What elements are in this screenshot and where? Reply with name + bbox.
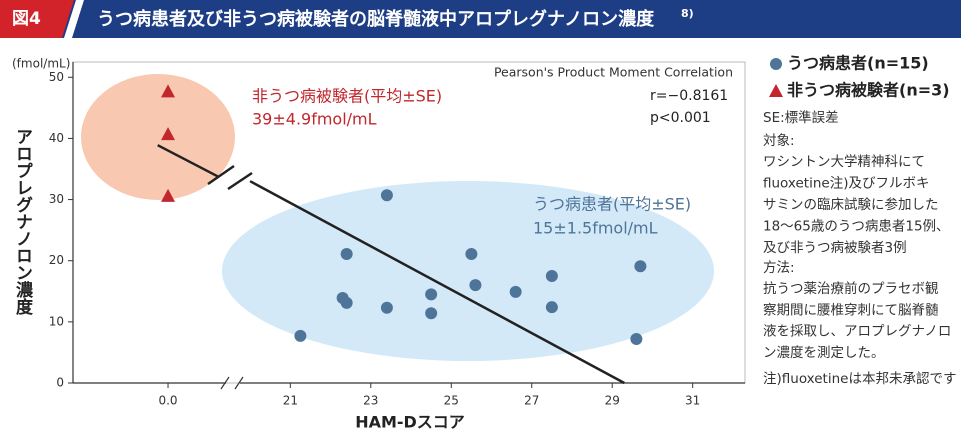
stats-p: p<0.001 bbox=[650, 110, 711, 126]
circle-point bbox=[634, 260, 647, 273]
y-axis-label: アロプレグナノロン濃度 bbox=[12, 128, 33, 316]
note-line: ン濃度を測定した。 bbox=[763, 345, 885, 361]
figure-label: 図4 bbox=[12, 9, 41, 29]
y-tick-label: 50 bbox=[49, 70, 64, 84]
circle-point bbox=[545, 270, 558, 282]
note-line: 抗うつ薬治療前のプラセボ観 bbox=[763, 280, 939, 297]
notes: ワシントン大学精神科にて fluoxetine注)及びフルボキサミンの臨床試験に参… bbox=[763, 154, 951, 361]
x-tick-label: 0.0 bbox=[158, 394, 177, 408]
legend-label: 非うつ病被験者(n=3) bbox=[787, 81, 950, 100]
note-subject-label: 対象: bbox=[763, 133, 795, 149]
y-tick-label: 20 bbox=[49, 253, 64, 267]
legend-label: うつ病患者(n=15) bbox=[787, 54, 929, 73]
annotation: 39±4.9fmol/mL bbox=[252, 110, 377, 129]
stats-r: r=−0.8161 bbox=[650, 88, 728, 104]
regression-line bbox=[157, 144, 625, 385]
line-break bbox=[207, 164, 235, 186]
line-break bbox=[227, 171, 253, 191]
annotation: うつ病患者(平均±SE) bbox=[533, 195, 691, 214]
note-line: 察期間に腰椎穿刺にて脳脊髄 bbox=[763, 301, 939, 318]
circle-point bbox=[425, 307, 438, 320]
x-tick-label: 31 bbox=[685, 394, 700, 408]
note-line: fluoxetine注)及びフルボキ bbox=[763, 176, 929, 192]
x-tick-label: 23 bbox=[363, 394, 378, 408]
circle-point bbox=[465, 247, 478, 260]
stats-method: Pearson's Product Moment Correlation bbox=[494, 65, 733, 80]
circle-point bbox=[770, 58, 782, 70]
circle-point bbox=[380, 301, 393, 314]
note-method-label: 方法: bbox=[763, 260, 795, 276]
header-stripe bbox=[64, 0, 84, 38]
triangle-point bbox=[161, 84, 176, 98]
x-tick-label: 25 bbox=[444, 394, 459, 408]
circle-point bbox=[340, 247, 353, 260]
note-se: SE:標準誤差 bbox=[763, 110, 839, 126]
title-ref: 8) bbox=[681, 7, 694, 20]
triangle-point bbox=[161, 127, 176, 141]
note-line: 液を採取し、アロプレグナノロ bbox=[763, 324, 951, 340]
circle-point bbox=[630, 332, 643, 345]
y-tick-label: 0 bbox=[56, 376, 64, 390]
triangle-point bbox=[161, 188, 176, 202]
patient-ellipse bbox=[222, 181, 714, 361]
x-tick-label: 29 bbox=[605, 394, 620, 408]
circle-point bbox=[294, 329, 307, 342]
circle-point bbox=[509, 285, 522, 298]
x-tick-label: 27 bbox=[524, 394, 539, 408]
control-ellipse bbox=[81, 74, 235, 200]
y-tick-label: 10 bbox=[49, 314, 64, 328]
figure-label-box bbox=[0, 0, 74, 38]
circle-point bbox=[380, 189, 393, 202]
circle-point bbox=[545, 301, 558, 314]
annotation: 非うつ病被験者(平均±SE) bbox=[252, 87, 442, 106]
header-bar bbox=[0, 0, 961, 38]
x-axis-label: HAM-Dスコア bbox=[355, 413, 465, 432]
annotation: 15±1.5fmol/mL bbox=[533, 219, 658, 238]
circle-point bbox=[425, 288, 438, 301]
header-title: うつ病患者及び非うつ病被験者の脳脊髄液中アロプレグナノロン濃度 bbox=[97, 8, 655, 30]
circle-point bbox=[340, 296, 353, 309]
axis-break bbox=[234, 376, 244, 390]
note-line: ワシントン大学精神科にて bbox=[763, 154, 925, 170]
x-tick-label: 21 bbox=[283, 394, 298, 408]
note-line: 及び非うつ病被験者3例 bbox=[763, 240, 907, 256]
note-line: サミンの臨床試験に参加した bbox=[763, 196, 939, 213]
y-unit: (fmol/mL) bbox=[12, 57, 70, 71]
circle-point bbox=[469, 279, 482, 292]
y-tick-label: 40 bbox=[49, 131, 64, 145]
axis-break bbox=[220, 376, 230, 390]
note-line: 18～65歳のうつ病患者15例、 bbox=[763, 219, 950, 235]
y-tick-label: 30 bbox=[49, 192, 64, 206]
footnote: 注)fluoxetineは本邦未承認です bbox=[763, 371, 956, 387]
triangle-point bbox=[769, 84, 783, 97]
